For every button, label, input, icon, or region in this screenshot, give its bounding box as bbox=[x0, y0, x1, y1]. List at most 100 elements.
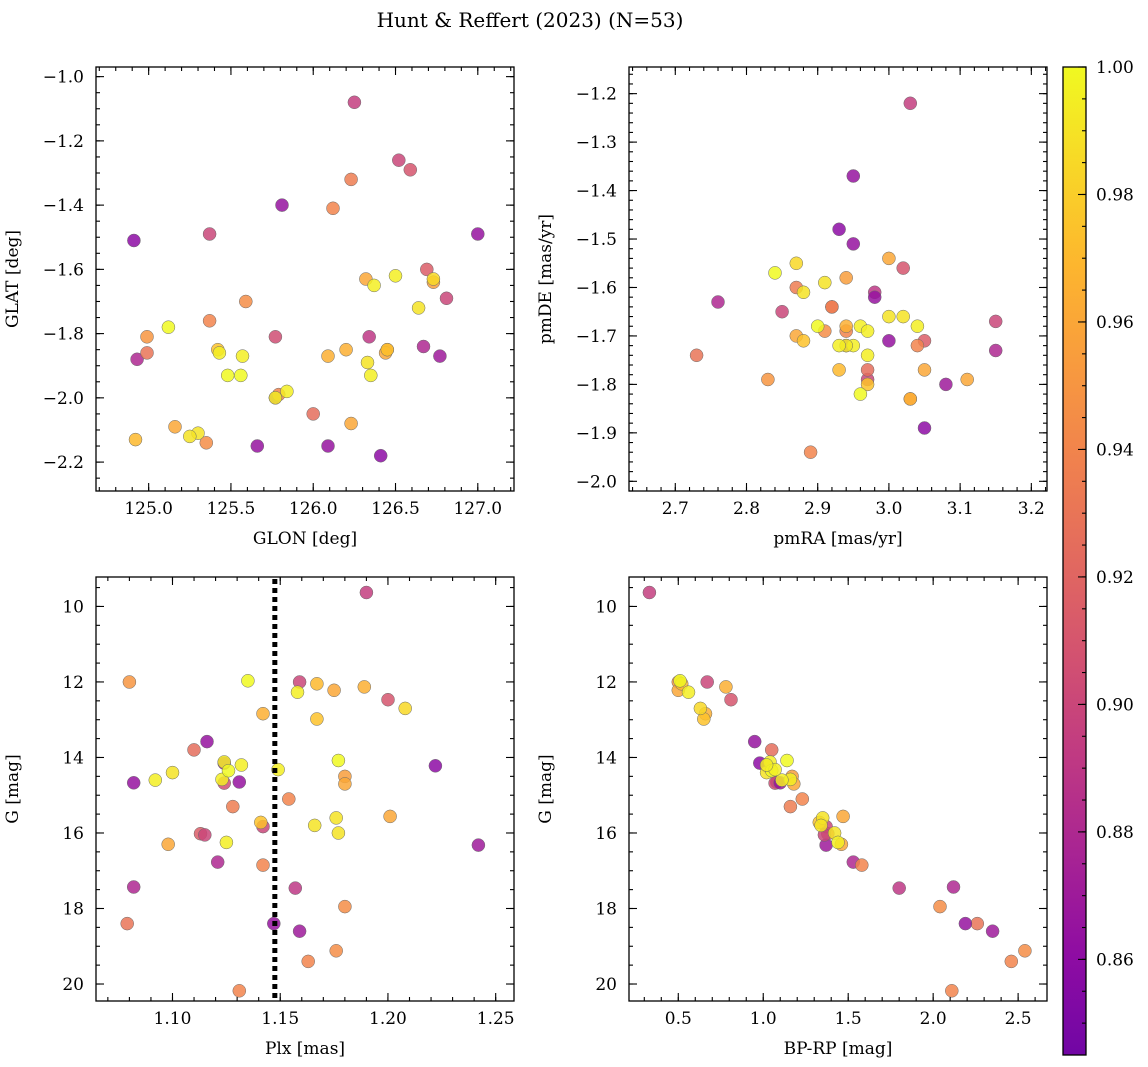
ytick-label-bprp-g: 18 bbox=[595, 899, 617, 919]
point-pmra-pmde-27 bbox=[910, 338, 925, 353]
point-pmra-pmde-15 bbox=[882, 334, 896, 348]
xlabel-glon-glat: GLON [deg] bbox=[253, 529, 357, 549]
point-bprp-g-5 bbox=[724, 692, 738, 707]
point-pmra-pmde-25 bbox=[825, 300, 839, 314]
point-pmra-pmde-0 bbox=[903, 96, 918, 111]
point-glon-glat-51 bbox=[364, 368, 378, 383]
point-pmra-pmde-34 bbox=[832, 363, 846, 377]
point-bprp-g-35 bbox=[719, 680, 733, 694]
ylabel-plx-g: G [mag] bbox=[3, 754, 23, 823]
point-plx-g-28 bbox=[383, 809, 397, 824]
point-glon-glat-50 bbox=[360, 355, 375, 370]
point-glon-glat-23 bbox=[239, 294, 253, 309]
point-plx-g-2 bbox=[232, 775, 247, 789]
point-glon-glat-25 bbox=[326, 201, 340, 216]
point-glon-glat-45 bbox=[212, 346, 227, 360]
point-plx-g-19 bbox=[198, 828, 212, 842]
point-plx-g-46 bbox=[221, 763, 236, 778]
point-bprp-g-27 bbox=[855, 858, 869, 872]
plot-frame-bprp-g bbox=[628, 576, 1048, 1002]
xlabel-pmra-pmde: pmRA [mas/yr] bbox=[773, 529, 902, 549]
point-plx-g-21 bbox=[122, 675, 137, 689]
xlabel-bprp-g: BP-RP [mag] bbox=[784, 1039, 893, 1059]
point-pmra-pmde-44 bbox=[768, 266, 782, 280]
point-plx-g-17 bbox=[471, 838, 486, 852]
point-plx-g-44 bbox=[241, 674, 255, 688]
point-plx-g-38 bbox=[398, 701, 412, 716]
ylabel-bprp-g: G [mag] bbox=[536, 754, 556, 823]
point-glon-glat-15 bbox=[321, 439, 335, 453]
point-pmra-pmde-28 bbox=[960, 372, 974, 387]
point-bprp-g-6 bbox=[946, 880, 961, 894]
ytick-label-pmra-pmde: −1.9 bbox=[576, 424, 617, 444]
point-glon-glat-10 bbox=[416, 339, 431, 354]
point-bprp-g-38 bbox=[693, 701, 708, 716]
colorbar-tick-label: 0.90 bbox=[1096, 695, 1134, 715]
xtick-label-bprp-g: 1.0 bbox=[750, 1009, 777, 1029]
xtick-label-plx-g: 1.25 bbox=[477, 1009, 515, 1029]
figure-title: Hunt & Reffert (2023) (N=53) bbox=[377, 8, 684, 32]
point-pmra-pmde-45 bbox=[860, 324, 875, 338]
point-glon-glat-6 bbox=[130, 352, 144, 367]
point-plx-g-5 bbox=[381, 692, 395, 707]
point-pmra-pmde-1 bbox=[832, 222, 846, 237]
point-pmra-pmde-12 bbox=[988, 314, 1003, 329]
point-pmra-pmde-13 bbox=[689, 348, 704, 363]
point-glon-glat-48 bbox=[411, 301, 426, 315]
xtick-label-glon-glat: 126.5 bbox=[371, 499, 420, 519]
point-glon-glat-42 bbox=[367, 278, 381, 293]
point-glon-glat-13 bbox=[140, 346, 154, 360]
point-bprp-g-13 bbox=[970, 916, 985, 931]
panel-bprp-g: 0.5 1.0 1.5 2.0 2.5 10 12 14 16 18 20 BP-RP [mag] G … bbox=[536, 576, 1048, 1059]
point-glon-glat-11 bbox=[433, 349, 447, 363]
ylabel-glon-glat: GLAT [deg] bbox=[3, 230, 23, 328]
point-pmra-pmde-36 bbox=[860, 377, 875, 392]
ytick-label-glon-glat: −1.2 bbox=[43, 132, 84, 152]
point-glon-glat-47 bbox=[388, 269, 403, 283]
point-pmra-pmde-6 bbox=[711, 295, 725, 309]
ytick-label-pmra-pmde: −1.3 bbox=[576, 133, 617, 153]
point-glon-glat-14 bbox=[373, 448, 388, 463]
point-glon-glat-32 bbox=[344, 416, 358, 431]
point-pmra-pmde-35 bbox=[903, 392, 918, 406]
panel-plx-g: 1.10 1.15 1.20 1.25 10 12 14 16 18 20 Plx [mas] G [… bbox=[3, 576, 515, 1059]
point-pmra-pmde-10 bbox=[988, 343, 1003, 358]
colorbar-frame bbox=[1062, 66, 1087, 1056]
xtick-label-bprp-g: 0.5 bbox=[665, 1009, 692, 1029]
ytick-label-glon-glat: −1.4 bbox=[43, 196, 84, 216]
point-bprp-g-44 bbox=[673, 674, 687, 688]
point-glon-glat-8 bbox=[362, 330, 376, 344]
colorbar-tick-label: 0.94 bbox=[1096, 440, 1134, 460]
xtick-label-pmra-pmde: 3.1 bbox=[947, 499, 974, 519]
point-pmra-pmde-33 bbox=[917, 363, 932, 377]
point-bprp-g-49 bbox=[780, 753, 794, 768]
point-plx-g-18 bbox=[301, 954, 315, 969]
point-glon-glat-0 bbox=[347, 95, 362, 110]
plot-frame-pmra-pmde bbox=[628, 66, 1048, 492]
point-pmra-pmde-37 bbox=[796, 334, 811, 348]
point-plx-g-52 bbox=[234, 758, 249, 772]
point-bprp-g-43 bbox=[681, 685, 696, 699]
point-pmra-pmde-49 bbox=[810, 319, 825, 333]
point-plx-g-34 bbox=[310, 677, 324, 691]
point-glon-glat-35 bbox=[321, 349, 335, 363]
colorbar-tick-label: 0.86 bbox=[1096, 950, 1134, 970]
point-plx-g-8 bbox=[288, 881, 303, 895]
point-pmra-pmde-38 bbox=[789, 256, 804, 271]
point-pmra-pmde-47 bbox=[910, 319, 925, 333]
xtick-label-pmra-pmde: 3.0 bbox=[875, 499, 902, 519]
point-plx-g-50 bbox=[307, 818, 322, 833]
ytick-label-pmra-pmde: −1.2 bbox=[576, 85, 617, 105]
xtick-label-glon-glat: 126.0 bbox=[289, 499, 338, 519]
point-glon-glat-4 bbox=[392, 153, 406, 167]
ytick-label-plx-g: 16 bbox=[62, 824, 84, 844]
ytick-label-glon-glat: −1.6 bbox=[43, 260, 84, 280]
point-glon-glat-31 bbox=[339, 342, 353, 357]
plot-frame-glon-glat bbox=[95, 66, 515, 492]
xtick-label-glon-glat: 125.5 bbox=[207, 499, 256, 519]
point-plx-g-33 bbox=[338, 777, 352, 791]
ytick-label-bprp-g: 14 bbox=[595, 748, 617, 768]
xtick-label-pmra-pmde: 2.8 bbox=[733, 499, 760, 519]
point-plx-g-11 bbox=[292, 924, 307, 938]
point-glon-glat-37 bbox=[380, 342, 395, 357]
